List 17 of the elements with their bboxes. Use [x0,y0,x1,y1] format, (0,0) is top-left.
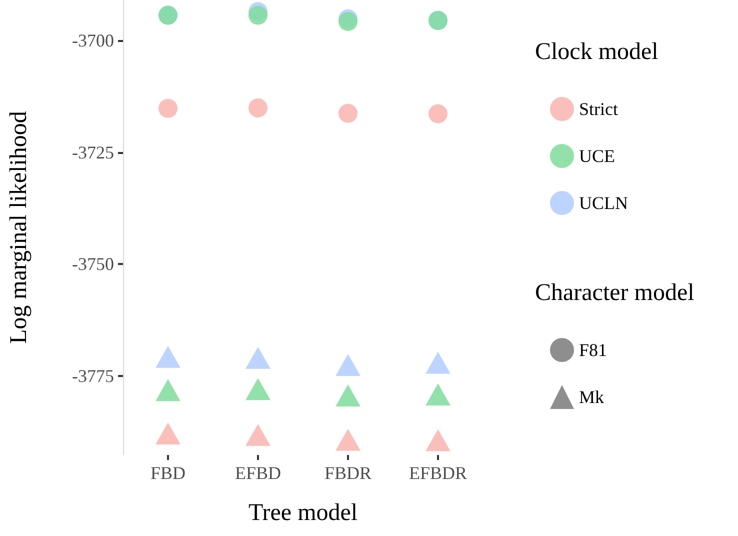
legend-label: Mk [579,387,604,407]
legend-label: UCLN [579,193,628,213]
y-tick-label: -3775 [72,366,114,386]
x-axis-title: Tree model [248,500,358,526]
text: Character model [535,280,694,306]
y-tick-label: -3725 [72,142,114,162]
x-tick-label: EFBD [234,463,282,483]
y-tick-label: -3700 [72,30,114,50]
y-tick-label: -3750 [72,254,114,274]
x-tick-label: FBD [150,463,186,483]
x-tick-label: FBDR [324,463,372,483]
y-axis-title: Log marginal likelihood [6,111,32,344]
legend-label: F81 [579,340,608,360]
legend-label: UCE [579,146,616,166]
x-tick-label: EFBDR [408,463,468,483]
legend-label: Strict [579,99,618,119]
text: Clock model [535,39,658,65]
